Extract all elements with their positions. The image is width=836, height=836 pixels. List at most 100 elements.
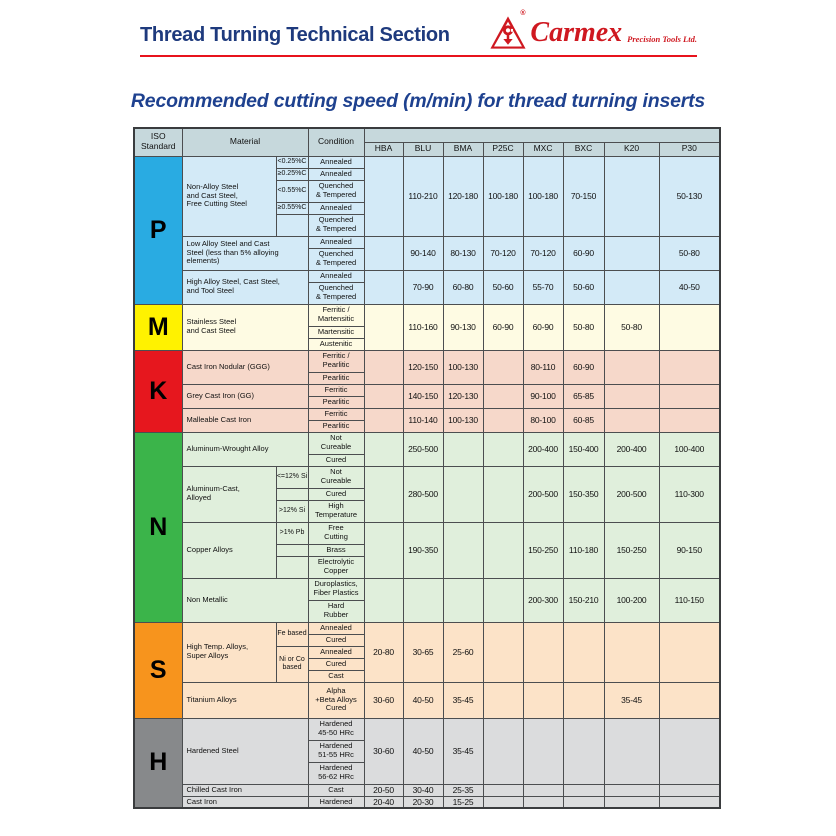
table-row: K Cast Iron Nodular (GGG) Ferritic / Pearl…	[133, 349, 721, 433]
speed-value-cell: 25-35	[442, 783, 484, 797]
condition-cell: Free Cutting	[307, 521, 365, 545]
speed-value-cell	[658, 783, 721, 797]
material-cell: Copper Alloys	[181, 521, 277, 579]
grade-column-header: P25C	[482, 141, 524, 157]
condition-cell: Duroplastics, Fiber Plastics	[307, 577, 365, 601]
speed-value-cell	[562, 783, 605, 797]
speed-value-cell: 200-500	[522, 465, 564, 523]
table-row: Aluminum-Cast, Alloyed <=12% Si Not Cureab…	[134, 465, 721, 523]
speed-value-cell: 90-100	[522, 383, 564, 409]
condition-cell: Ferritic / Martensitic	[307, 303, 365, 327]
speed-value-cell	[658, 303, 721, 351]
material-subtype-cell	[275, 555, 309, 579]
speed-value-cell: 35-45	[442, 681, 484, 719]
grades-header-band	[363, 127, 721, 143]
speed-value-cell: 80-110	[522, 349, 564, 385]
speed-value-cell	[522, 783, 564, 797]
speed-value-cell: 110-140	[402, 407, 444, 433]
material-subtype-cell: ≥0.55%C	[275, 201, 309, 215]
speed-value-cell: 90-150	[658, 521, 721, 579]
speed-table: ISO Standard Material Condition HBA BLU …	[133, 127, 722, 810]
column-header-condition: Condition	[307, 127, 365, 157]
speed-value-cell: 200-300	[522, 577, 564, 623]
speed-value-cell: 60-90	[482, 303, 524, 351]
speed-value-cell	[603, 155, 660, 237]
speed-value-cell: 25-60	[442, 621, 484, 683]
iso-standard-cell: S	[133, 621, 183, 719]
table-row: Hardened 56-62 HRc	[134, 761, 720, 785]
material-subtype-cell: <=12% Si	[275, 465, 309, 489]
speed-value-cell	[522, 795, 564, 809]
speed-value-cell	[442, 521, 484, 579]
table-row: H Hardened Steel Hardened 45-50 HRc 30-60 40…	[133, 717, 721, 809]
speed-value-cell: 20-50	[363, 783, 404, 797]
speed-value-cell: 110-300	[658, 465, 721, 523]
speed-value-cell	[363, 577, 404, 623]
speed-value-cell	[482, 431, 524, 467]
condition-cell: Annealed	[307, 621, 365, 635]
speed-table-body: P Non-Alloy Steel and Cast Steel, Free Cu…	[133, 155, 721, 809]
condition-cell: Pearlitic	[307, 395, 365, 409]
speed-value-cell: 120-150	[402, 349, 444, 385]
speed-value-cell: 110-150	[658, 577, 721, 623]
condition-cell: High Temperature	[307, 499, 365, 523]
condition-cell: Annealed	[307, 269, 365, 283]
speed-value-cell	[363, 407, 404, 433]
iso-standard-cell: P	[133, 155, 183, 305]
condition-cell: Annealed	[307, 201, 365, 215]
speed-value-cell: 200-400	[522, 431, 564, 467]
speed-value-cell	[363, 349, 404, 385]
speed-value-cell	[562, 795, 605, 809]
speed-value-cell	[402, 577, 444, 623]
table-row: ≥0.55%C Annealed	[134, 201, 720, 215]
grade-column-header: HBA	[363, 141, 404, 157]
header-title: Thread Turning Technical Section	[140, 24, 450, 46]
header-divider	[140, 55, 697, 57]
speed-value-cell: 100-180	[522, 155, 564, 237]
table-row: M Stainless Steel and Cast Steel Ferritic …	[133, 303, 721, 351]
speed-value-cell: 100-180	[482, 155, 524, 237]
iso-standard-cell: K	[133, 349, 183, 433]
material-subtype-cell: Fe based	[275, 621, 309, 647]
carmex-logo: ® Carmex Precision Tools Ltd.	[490, 10, 697, 49]
speed-value-cell: 50-80	[562, 303, 605, 351]
logo-suffix: Precision Tools Ltd.	[627, 34, 697, 44]
speed-value-cell	[603, 407, 660, 433]
speed-value-cell: 60-90	[522, 303, 564, 351]
speed-value-cell	[363, 235, 404, 271]
material-subtype-cell	[275, 213, 309, 237]
speed-value-cell: 30-60	[363, 717, 404, 785]
speed-value-cell: 110-210	[402, 155, 444, 237]
page-header: Thread Turning Technical Section ® Carme…	[140, 10, 697, 49]
speed-value-cell	[658, 795, 721, 809]
speed-value-cell: 90-130	[442, 303, 484, 351]
table-row: Titanium Alloys Alpha +Beta Alloys Cured 3…	[134, 681, 721, 719]
speed-value-cell: 60-85	[562, 407, 605, 433]
speed-value-cell: 80-100	[522, 407, 564, 433]
material-cell: High Alloy Steel, Cast Steel, and Tool S…	[181, 269, 309, 305]
condition-cell: Annealed	[307, 167, 365, 181]
speed-value-cell	[658, 407, 721, 433]
speed-value-cell	[603, 717, 660, 785]
table-row: High Alloy Steel, Cast Steel, and Tool S…	[134, 269, 721, 305]
grade-column-header: K20	[603, 141, 660, 157]
speed-value-cell	[603, 269, 660, 305]
table-row: Cast Iron Hardened 20-40 20-30 15-25	[134, 795, 721, 809]
speed-value-cell: 60-80	[442, 269, 484, 305]
speed-value-cell	[482, 465, 524, 523]
table-row: Chilled Cast Iron Cast 20-50 30-40 25-35	[134, 783, 721, 797]
condition-cell: Annealed	[307, 155, 365, 169]
column-header-iso: ISO Standard	[133, 127, 183, 157]
carmex-triangle-icon	[490, 16, 526, 49]
speed-value-cell: 35-45	[442, 717, 484, 785]
condition-cell: Hardened	[307, 795, 365, 809]
table-row: S High Temp. Alloys, Super Alloys Fe based…	[133, 621, 721, 719]
speed-value-cell	[482, 717, 524, 785]
speed-value-cell	[482, 349, 524, 385]
material-cell: Non Metallic	[181, 577, 309, 623]
speed-value-cell: 20-80	[363, 621, 404, 683]
condition-cell: Ferritic	[307, 383, 365, 397]
condition-cell: Annealed	[307, 235, 365, 249]
speed-value-cell: 50-60	[562, 269, 605, 305]
